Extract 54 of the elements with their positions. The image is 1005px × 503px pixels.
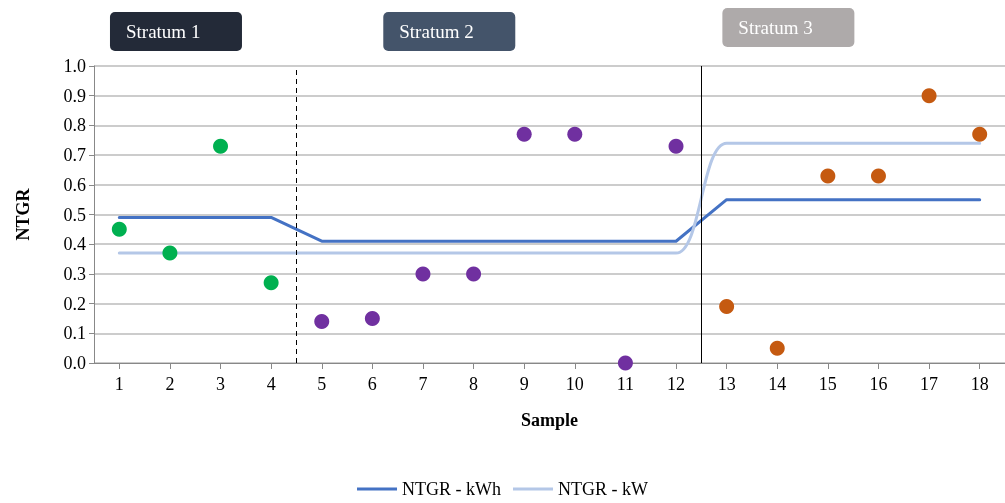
x-tick-label: 17 — [920, 374, 939, 394]
y-tick-label: 0.8 — [63, 115, 86, 136]
text: Stratum 1 — [125, 21, 201, 42]
x-tick-label: 4 — [266, 374, 276, 394]
y-tick-label: 0.3 — [63, 263, 86, 284]
point — [820, 168, 836, 184]
x-tick-label: 15 — [818, 374, 837, 394]
x-tick-label: 16 — [869, 374, 888, 394]
point — [567, 126, 583, 142]
y-tick-label: 1.0 — [63, 56, 86, 76]
point — [972, 126, 988, 142]
y-tick-label: 0.2 — [63, 293, 86, 314]
point — [870, 168, 886, 184]
point — [466, 266, 482, 282]
x-tick-label: 14 — [768, 374, 787, 394]
text: Stratum 3 — [738, 17, 813, 38]
y-axis-title: NTGR — [13, 187, 33, 241]
x-tick-label: 11 — [616, 374, 635, 394]
x-tick-label: 10 — [565, 374, 584, 394]
point — [617, 355, 633, 371]
point — [213, 138, 229, 154]
x-tick-label: 2 — [165, 374, 175, 394]
point — [162, 245, 178, 261]
x-tick-label: 6 — [367, 374, 377, 394]
x-tick-label: 13 — [717, 374, 736, 394]
text: Stratum 2 — [399, 21, 474, 42]
legend-label: NTGR - kW — [558, 479, 648, 499]
point — [415, 266, 431, 282]
y-tick-label: 0.4 — [63, 234, 86, 255]
x-tick-label: 5 — [317, 374, 327, 394]
y-tick-label: 0.0 — [63, 353, 86, 373]
x-tick-label: 12 — [667, 374, 686, 394]
point — [719, 299, 735, 315]
point — [111, 221, 127, 237]
point — [263, 275, 279, 291]
point — [364, 310, 380, 326]
y-tick-label: 0.7 — [63, 145, 86, 166]
point — [921, 88, 937, 104]
point — [668, 138, 684, 154]
legend-label: NTGR - kWh — [402, 479, 501, 499]
x-tick-label: 18 — [970, 374, 989, 394]
x-tick-label: 1 — [114, 374, 124, 394]
y-tick-label: 0.5 — [63, 204, 86, 225]
y-tick-label: 0.6 — [63, 174, 86, 195]
x-tick-label: 7 — [418, 374, 428, 394]
y-tick-label: 0.9 — [63, 85, 86, 106]
x-tick-label: 3 — [216, 374, 226, 394]
y-tick-label: 0.1 — [63, 323, 86, 344]
x-tick-label: 8 — [469, 374, 479, 394]
point — [769, 340, 785, 356]
point — [314, 313, 330, 329]
point — [516, 126, 532, 142]
x-tick-label: 9 — [519, 374, 529, 394]
x-axis-title: Sample — [520, 410, 579, 430]
